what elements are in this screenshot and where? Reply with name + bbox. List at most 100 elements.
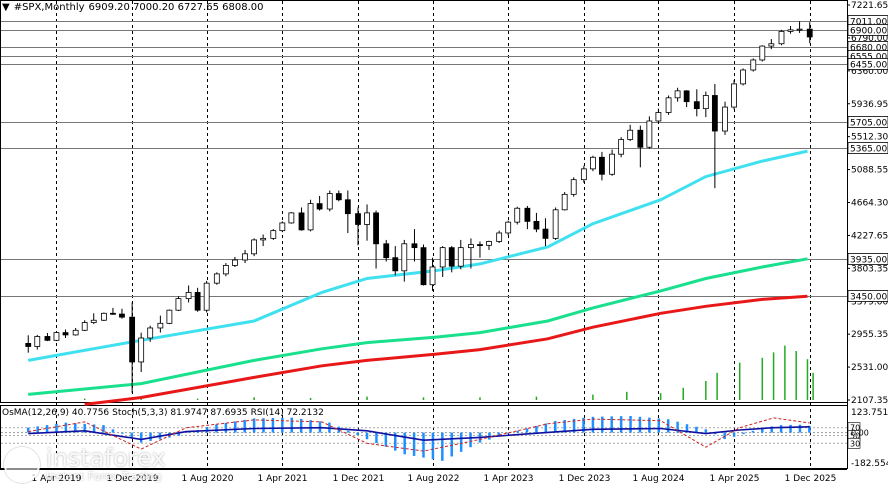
price-level-box	[847, 24, 888, 36]
candle-body	[570, 179, 577, 195]
x-tick-label: 1 Dec 2021	[333, 474, 385, 484]
candle-body	[787, 29, 794, 32]
candle-body	[665, 97, 672, 113]
price-level-label: 6680.00	[850, 44, 887, 54]
candle-body	[477, 244, 483, 246]
stoch-label: Stoch(5,3,3) 81.9747 87.6935	[112, 408, 248, 418]
x-tick-label: 1 Apr 2025	[710, 474, 760, 484]
y-tick-label: 3803.35	[851, 264, 888, 274]
price-level-label: 5365.00	[850, 145, 887, 155]
candle-body	[383, 243, 390, 259]
price-level-label: 7011.00	[850, 18, 887, 28]
candle-body	[392, 257, 399, 272]
x-tick-label: 1 Aug 2020	[182, 474, 234, 484]
price-level-label: 5705.00	[850, 119, 887, 129]
osma-axis-label: -182.5541	[851, 459, 888, 469]
price-level-label: 6455.00	[850, 61, 887, 71]
candle-body	[599, 156, 605, 175]
y-tick-label: 4664.30	[851, 199, 888, 209]
oscillator-level-label: 50	[850, 432, 860, 441]
candle-body	[411, 243, 418, 249]
y-tick-label: 5512.30	[851, 133, 888, 143]
candle-body	[693, 101, 700, 110]
x-tick-label: 1 Apr 2019	[32, 474, 82, 484]
candle-body	[627, 129, 634, 140]
candle-body	[561, 193, 568, 211]
candle-body	[34, 336, 41, 347]
candle-body	[185, 292, 192, 300]
candle-body	[768, 43, 775, 47]
candle-body	[316, 203, 323, 210]
candle-body	[674, 90, 681, 99]
logo-name: instaforex	[46, 444, 166, 472]
candle-body	[448, 247, 455, 267]
candle-body	[81, 322, 88, 331]
candle-body	[326, 193, 333, 210]
candle-body	[279, 222, 286, 232]
candle-body	[496, 232, 503, 242]
candle-body	[533, 220, 540, 230]
candle-body	[420, 247, 427, 286]
logo-icon	[4, 446, 40, 483]
candle-body	[232, 259, 238, 266]
indicator-header: OsMA(12,26,9) 40.7756 Stoch(5,3,3) 81.974…	[2, 408, 327, 418]
y-tick-label: 3379.00	[851, 297, 888, 307]
y-tick-label: 2107.35	[851, 396, 888, 406]
candle-body	[166, 309, 173, 324]
candle-body	[119, 313, 125, 318]
candle-body	[242, 253, 248, 261]
candle-body	[702, 95, 709, 110]
candle-body	[429, 266, 436, 286]
candle-body	[222, 265, 229, 275]
y-tick-label: 2531.00	[851, 363, 888, 373]
candle-body	[335, 193, 342, 201]
chart-header: ▼ #SPX,Monthly 6909.20 7000.20 6727.65 680…	[2, 2, 267, 13]
y-tick-label: 6360.00	[851, 67, 888, 77]
candle-body	[778, 30, 785, 45]
price-level-label: 6900.00	[850, 27, 887, 37]
x-tick-label: 1 Dec 2023	[559, 474, 611, 484]
candle-body	[147, 327, 154, 339]
price-level-box	[847, 116, 888, 128]
candle-body	[590, 156, 596, 170]
ema-slow-line	[84, 294, 808, 406]
candle-body	[110, 312, 116, 315]
candle-body	[580, 168, 587, 181]
candle-body	[646, 120, 653, 148]
x-tick-label: 1 Apr 2021	[258, 474, 308, 484]
y-tick-label: 6790.00	[851, 34, 888, 44]
price-level-box	[847, 142, 888, 154]
candle-body	[806, 28, 813, 38]
x-tick-label: 1 Dec 2019	[107, 474, 159, 484]
candle-body	[25, 343, 32, 347]
candle-body	[711, 95, 718, 132]
ohlc-values: 6909.20 7000.20 6727.65 6808.00	[88, 2, 264, 13]
candle-body	[138, 337, 145, 363]
candle-body	[505, 221, 512, 234]
y-tick-label: 4227.65	[851, 231, 888, 241]
candle-body	[72, 329, 79, 336]
chevron-down-icon[interactable]: ▼	[2, 2, 10, 13]
candle-body	[175, 298, 182, 311]
y-tick-label: 2955.35	[851, 330, 888, 340]
candle-body	[552, 209, 559, 239]
oscillator-level-label: 70	[850, 424, 860, 433]
candle-body	[288, 212, 295, 224]
candle-body	[260, 237, 267, 241]
x-tick-label: 1 Apr 2023	[484, 474, 534, 484]
candle-body	[298, 212, 305, 231]
candle-body	[344, 199, 351, 215]
candle-body	[683, 90, 690, 103]
rsi-line	[28, 426, 810, 442]
candle-body	[194, 292, 201, 311]
price-level-label: 6555.00	[850, 53, 887, 63]
symbol-label: #SPX,Monthly	[13, 2, 85, 13]
candle-body	[307, 203, 314, 231]
candle-body	[731, 83, 737, 108]
candle-body	[486, 241, 492, 246]
y-tick-label: 5936.95	[851, 100, 888, 110]
oscillator-level-label: 30	[850, 439, 860, 448]
ema-mid-line	[28, 257, 808, 396]
candle-body	[542, 228, 549, 239]
